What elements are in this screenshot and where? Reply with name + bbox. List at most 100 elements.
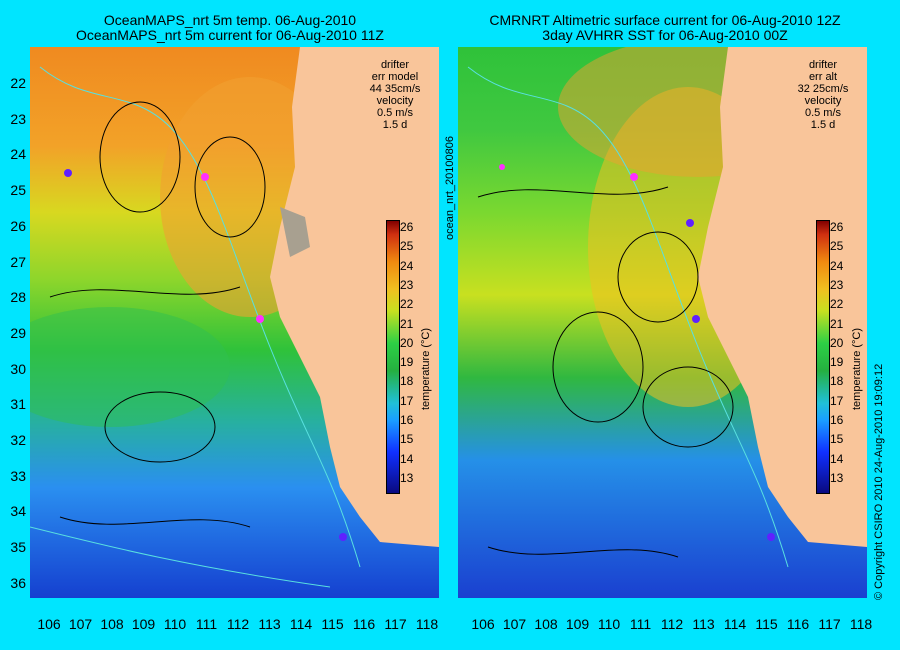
eddy-streamline — [642, 366, 734, 448]
isobath-contour — [39, 66, 361, 568]
left-x-axis-label: 113 — [258, 616, 281, 632]
legend-err-value: 44 35cm/s — [369, 83, 421, 95]
legend-err-label: err alt — [808, 71, 838, 83]
legend-velocity: velocity — [804, 95, 842, 107]
left-map-panel[interactable]: drifter err model 44 35cm/s velocity 0.5… — [30, 47, 439, 598]
y-axis-label: 29 — [10, 324, 26, 341]
left-colorbar-tick: 22 — [400, 297, 414, 312]
y-axis-label: 34 — [10, 503, 26, 520]
right-x-axis-label: 113 — [692, 616, 715, 632]
eddy-streamline — [99, 101, 181, 213]
right-colorbar — [816, 220, 830, 494]
y-axis-label: 22 — [10, 75, 26, 91]
left-x-axis-label: 110 — [163, 616, 187, 632]
left-x-axis-label: 112 — [226, 616, 250, 632]
eddy-streamline — [194, 136, 266, 238]
left-x-axis-label: 115 — [321, 616, 344, 632]
right-x-axis-label: 111 — [629, 616, 652, 632]
legend-speed: 0.5 m/s — [376, 107, 414, 119]
right-colorbar-tick: 16 — [830, 413, 844, 427]
cool-patch — [30, 307, 230, 427]
current-arrows — [477, 186, 734, 558]
estuary-land — [280, 207, 310, 257]
left-colorbar-tick: 18 — [400, 374, 414, 389]
left-x-axis-label: 117 — [384, 616, 407, 632]
y-axis-label: 36 — [10, 574, 26, 591]
legend-err-label: err model — [371, 71, 419, 83]
right-legend: drifter err alt 32 25cm/s velocity 0.5 m… — [788, 59, 858, 131]
left-colorbar-tick: 17 — [400, 393, 414, 408]
right-colorbar-tick: 14 — [830, 451, 844, 466]
right-colorbar-tick: 23 — [830, 277, 844, 292]
eddy-streamline — [552, 311, 644, 423]
left-x-axis-label: 116 — [352, 616, 376, 632]
right-colorbar-tick: 19 — [830, 355, 844, 370]
eddy-streamline — [104, 391, 216, 463]
left-x-axis-label: 111 — [195, 616, 218, 632]
left-colorbar-tick: 15 — [400, 432, 414, 447]
legend-duration: 1.5 d — [382, 119, 408, 131]
right-map-svg — [458, 47, 867, 598]
right-x-axis-label: 107 — [502, 616, 527, 632]
y-axis-label: 33 — [10, 467, 26, 484]
left-title: OceanMAPS_nrt 5m temp. 06-Aug-2010 Ocean… — [20, 13, 440, 43]
drifter-marker — [64, 169, 72, 177]
right-title-line2: 3day AVHRR SST for 06-Aug-2010 00Z — [542, 27, 788, 43]
drifter-marker — [339, 533, 347, 541]
right-colorbar-tick: 17 — [830, 393, 844, 408]
drifter-marker — [686, 219, 694, 227]
right-colorbar-tick: 24 — [830, 258, 844, 273]
y-axis-label: 35 — [10, 539, 26, 556]
right-title: CMRNRT Altimetric surface current for 06… — [450, 13, 880, 43]
left-x-axis-label: 109 — [131, 616, 156, 632]
right-map-panel[interactable]: drifter err alt 32 25cm/s velocity 0.5 m… — [458, 47, 867, 598]
left-x-axis-label: 118 — [415, 616, 439, 632]
drifter-marker — [767, 533, 775, 541]
streamline — [49, 286, 241, 298]
drifter-marker — [630, 173, 638, 181]
left-colorbar-tick: 25 — [400, 239, 414, 254]
y-axis-label: 27 — [10, 253, 26, 270]
right-colorbar-tick: 26 — [830, 220, 844, 234]
right-x-axis-label: 115 — [755, 616, 778, 632]
drifter-marker — [499, 164, 505, 170]
y-axis-label: 24 — [10, 146, 26, 163]
drifter-marker — [256, 315, 264, 323]
right-x-axis-label: 109 — [565, 616, 590, 632]
right-colorbar-tick: 13 — [830, 470, 844, 485]
y-axis-label: 30 — [10, 360, 26, 377]
left-legend: drifter err model 44 35cm/s velocity 0.5… — [360, 59, 430, 131]
legend-err-value: 32 25cm/s — [797, 83, 849, 95]
left-colorbar-tick: 14 — [400, 451, 414, 466]
isobath-contour — [467, 66, 789, 568]
run-id-text: ocean_nrt_20100806 — [444, 136, 456, 240]
legend-velocity: velocity — [376, 95, 414, 107]
left-colorbar-tick: 19 — [400, 355, 414, 370]
right-x-axis-label: 108 — [534, 616, 558, 632]
current-arrows — [49, 101, 266, 528]
legend-drifter: drifter — [380, 59, 410, 71]
legend-drifter: drifter — [808, 59, 838, 71]
left-colorbar — [386, 220, 400, 494]
left-title-line2: OceanMAPS_nrt 5m current for 06-Aug-2010… — [76, 27, 384, 43]
right-title-line1: CMRNRT Altimetric surface current for 06… — [489, 12, 841, 28]
y-axis-label: 32 — [10, 432, 26, 448]
left-colorbar-tick: 20 — [400, 335, 414, 350]
left-title-line1: OceanMAPS_nrt 5m temp. 06-Aug-2010 — [103, 12, 357, 28]
right-x-axis-label: 117 — [818, 616, 841, 632]
y-axis-label: 26 — [10, 217, 26, 234]
right-colorbar-tick: 22 — [830, 297, 844, 312]
left-colorbar-tick: 16 — [400, 413, 414, 427]
left-colorbar-tick: 13 — [400, 470, 414, 485]
right-colorbar-tick: 18 — [830, 374, 844, 389]
y-axis-label: 23 — [10, 110, 26, 127]
y-axis-label: 28 — [10, 289, 26, 306]
right-x-axis-label: 110 — [597, 616, 621, 632]
legend-duration: 1.5 d — [810, 119, 836, 131]
y-axis-label: 25 — [10, 182, 26, 199]
right-x-axis-label: 112 — [660, 616, 684, 632]
legend-speed: 0.5 m/s — [804, 107, 842, 119]
streamline — [59, 516, 251, 528]
streamline — [487, 546, 679, 558]
isobath-contour-2 — [30, 526, 331, 588]
